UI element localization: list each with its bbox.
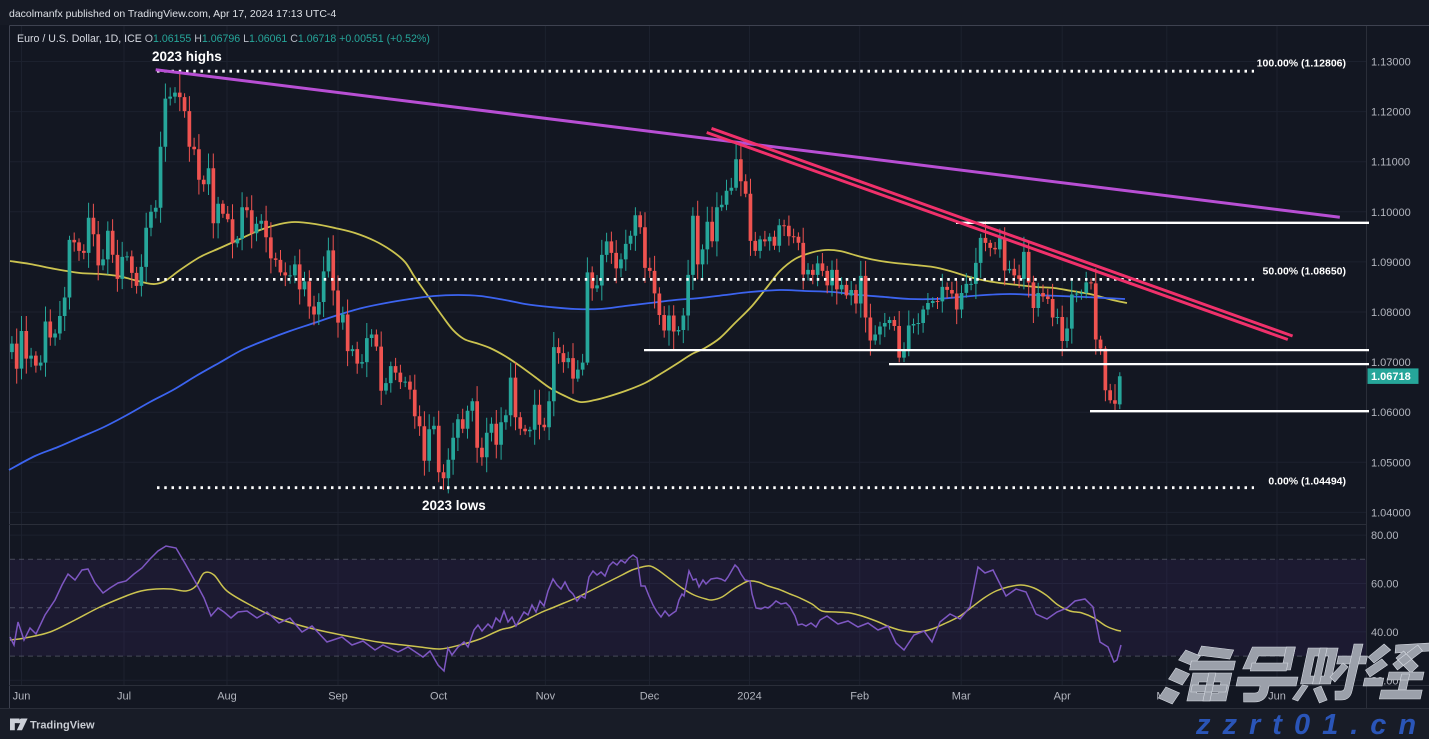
svg-text:Oct: Oct bbox=[430, 691, 447, 703]
svg-text:Jun: Jun bbox=[13, 691, 31, 703]
svg-text:100.00% (1.12806): 100.00% (1.12806) bbox=[1257, 58, 1346, 70]
svg-text:dacolmanfx published on Tradin: dacolmanfx published on TradingView.com,… bbox=[9, 8, 336, 20]
svg-text:TradingView: TradingView bbox=[30, 720, 95, 732]
svg-text:50.00% (1.08650): 50.00% (1.08650) bbox=[1263, 266, 1346, 278]
svg-text:Nov: Nov bbox=[536, 691, 556, 703]
svg-text:60.00: 60.00 bbox=[1371, 579, 1399, 591]
svg-text:40.00: 40.00 bbox=[1371, 627, 1399, 639]
svg-text:1.11000: 1.11000 bbox=[1371, 157, 1410, 169]
svg-text:1.07000: 1.07000 bbox=[1371, 357, 1411, 369]
svg-text:1.05000: 1.05000 bbox=[1371, 457, 1411, 469]
svg-text:Dec: Dec bbox=[640, 691, 660, 703]
svg-text:Sep: Sep bbox=[328, 691, 348, 703]
svg-text:2024: 2024 bbox=[737, 691, 761, 703]
svg-text:2023 lows: 2023 lows bbox=[422, 498, 486, 513]
svg-text:0.00% (1.04494): 0.00% (1.04494) bbox=[1268, 476, 1346, 488]
svg-text:zzrt01.cn: zzrt01.cn bbox=[1195, 709, 1428, 739]
svg-text:1.10000: 1.10000 bbox=[1371, 207, 1411, 219]
svg-text:1.12000: 1.12000 bbox=[1371, 107, 1411, 119]
svg-text:1.04000: 1.04000 bbox=[1371, 507, 1411, 519]
svg-text:Euro / U.S. Dollar, 1D, ICE O1: Euro / U.S. Dollar, 1D, ICE O1.06155 H1.… bbox=[17, 33, 430, 45]
svg-text:Apr: Apr bbox=[1054, 691, 1071, 703]
svg-text:Jul: Jul bbox=[117, 691, 131, 703]
svg-text:1.09000: 1.09000 bbox=[1371, 257, 1411, 269]
svg-text:Mar: Mar bbox=[952, 691, 971, 703]
svg-text:80.00: 80.00 bbox=[1371, 530, 1399, 542]
svg-text:2023 highs: 2023 highs bbox=[152, 49, 222, 64]
svg-text:Jun: Jun bbox=[1268, 691, 1286, 703]
svg-text:1.13000: 1.13000 bbox=[1371, 57, 1411, 69]
svg-text:Feb: Feb bbox=[850, 691, 869, 703]
svg-text:Aug: Aug bbox=[217, 691, 237, 703]
svg-text:1.06718: 1.06718 bbox=[1371, 371, 1411, 383]
svg-text:1.06000: 1.06000 bbox=[1371, 407, 1411, 419]
svg-text:1.08000: 1.08000 bbox=[1371, 307, 1411, 319]
